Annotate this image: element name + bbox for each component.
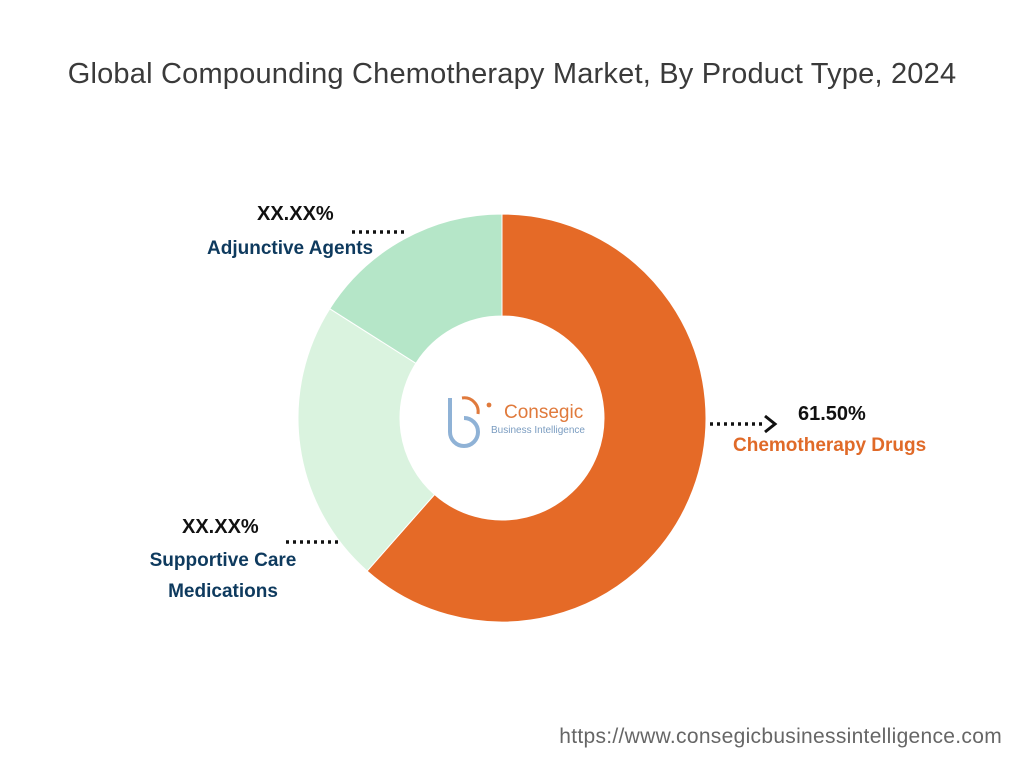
logo-tagline: Business Intelligence: [491, 425, 585, 436]
logo-mark-icon: [448, 398, 480, 448]
consegic-logo: Consegic Business Intelligence: [448, 396, 585, 448]
supportive-name-label-line1: Supportive Care: [150, 550, 297, 571]
chemo-value-label: 61.50%: [798, 403, 866, 425]
donut-slice-supportive-care-medications: [297, 308, 436, 572]
adjunctive-value-label: XX.XX%: [257, 203, 334, 225]
source-url: https://www.consegicbusinessintelligence…: [559, 725, 1002, 748]
supportive-value-label: XX.XX%: [182, 516, 259, 538]
chart-title: Global Compounding Chemotherapy Market, …: [67, 58, 957, 90]
adjunctive-name-label: Adjunctive Agents: [207, 238, 373, 259]
donut-slice-adjunctive-agents: [329, 213, 503, 365]
chemo-arrow-icon: [764, 414, 778, 434]
logo-dot-icon: [486, 402, 492, 408]
donut-slices: [297, 213, 707, 623]
donut-slice-chemotherapy-drugs: [366, 213, 707, 623]
logo-arc-icon: [461, 396, 480, 415]
chemo-name-label: Chemotherapy Drugs: [733, 435, 926, 456]
supportive-name-label-line2: Medications: [168, 581, 278, 602]
logo-name: Consegic: [504, 402, 583, 423]
